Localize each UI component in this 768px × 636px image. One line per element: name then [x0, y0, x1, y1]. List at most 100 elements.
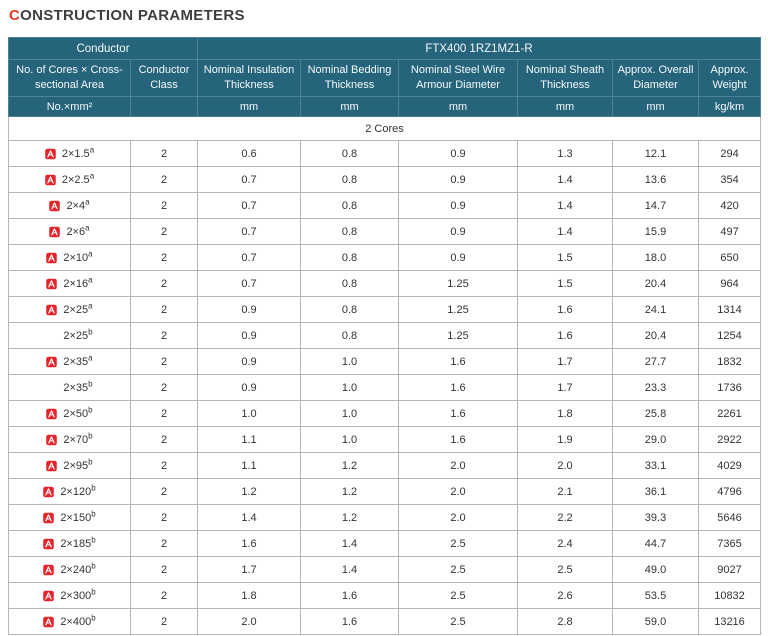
value-cell-conductor-class: 2 [130, 140, 198, 167]
pdf-icon[interactable] [46, 434, 58, 446]
pdf-icon[interactable] [49, 200, 61, 212]
table-row: 2×6a 2 0.7 0.8 0.9 1.4 15.9 497 [8, 218, 762, 245]
pdf-icon[interactable] [46, 408, 58, 420]
size-superscript: b [88, 404, 93, 414]
value-cell-overall-diameter: 53.5 [612, 582, 699, 609]
size-label[interactable]: 2×2.5a [62, 171, 94, 185]
pdf-icon[interactable] [46, 278, 58, 290]
value-cell-weight: 1736 [697, 374, 762, 401]
size-label[interactable]: 2×70b [63, 431, 92, 445]
value-cell-insulation: 2.0 [197, 608, 301, 635]
table-row: 2×4a 2 0.7 0.8 0.9 1.4 14.7 420 [8, 192, 762, 219]
page-title: CONSTRUCTION PARAMETERS [9, 7, 760, 24]
value-cell-insulation: 1.7 [197, 556, 301, 583]
value-cell-sheath: 1.4 [517, 218, 613, 245]
value-cell-sheath: 1.3 [517, 140, 613, 167]
value-cell-weight: 9027 [697, 556, 762, 583]
table-row: 2×25a 2 0.9 0.8 1.25 1.6 24.1 1314 [8, 296, 762, 323]
value-cell-bedding: 0.8 [300, 244, 399, 271]
size-cell: 2×50b [8, 400, 131, 427]
table-row: 2×2.5a 2 0.7 0.8 0.9 1.4 13.6 354 [8, 166, 762, 193]
size-cell: 2×1.5a [8, 140, 131, 167]
value-cell-weight: 5646 [697, 504, 762, 531]
pdf-icon[interactable] [45, 174, 56, 186]
size-text: 2×16 [63, 277, 89, 290]
pdf-icon[interactable] [43, 512, 55, 524]
value-cell-armour: 1.25 [398, 270, 518, 297]
value-cell-weight: 650 [697, 244, 762, 271]
table-row: 2×70b 2 1.1 1.0 1.6 1.9 29.0 2922 [8, 426, 762, 453]
size-label[interactable]: 2×1.5a [62, 145, 94, 159]
size-superscript: b [91, 612, 96, 622]
size-cell: 2×185b [8, 530, 131, 557]
value-cell-weight: 354 [697, 166, 762, 193]
table-row: 2×185b 2 1.6 1.4 2.5 2.4 44.7 7365 [8, 530, 762, 557]
table-row: 2×35a 2 0.9 1.0 1.6 1.7 27.7 1832 [8, 348, 762, 375]
pdf-icon[interactable] [46, 304, 58, 316]
pdf-icon[interactable] [46, 460, 58, 472]
pdf-icon[interactable] [46, 252, 58, 264]
size-label[interactable]: 2×120b [60, 483, 95, 498]
size-label[interactable]: 2×300b [60, 586, 96, 602]
pdf-icon[interactable] [43, 538, 55, 550]
table-body: 2 Cores 2×1.5a 2 0.6 0.8 [7, 116, 762, 635]
table-row: 2×50b 2 1.0 1.0 1.6 1.8 25.8 2261 [8, 400, 762, 427]
size-label[interactable]: 2×35a [63, 353, 92, 367]
size-text: 2×300 [60, 589, 92, 602]
value-cell-bedding: 1.2 [300, 452, 399, 479]
size-label[interactable]: 2×10a [63, 249, 92, 263]
value-cell-insulation: 1.8 [197, 582, 301, 609]
size-label[interactable]: 2×16a [63, 275, 92, 290]
group-header-product: FTX400 1RZ1MZ1-R [196, 37, 762, 60]
pdf-icon[interactable] [46, 356, 58, 368]
table-row: 2×1.5a 2 0.6 0.8 0.9 1.3 12.1 294 [8, 140, 762, 167]
size-label[interactable]: 2×50b [63, 404, 93, 419]
size-cell: 2×400b [8, 608, 131, 635]
value-cell-armour: 0.9 [398, 140, 518, 167]
value-cell-weight: 964 [697, 270, 762, 297]
value-cell-bedding: 1.0 [300, 400, 399, 427]
size-text: 2×120 [60, 485, 92, 498]
unit-cores-area: No.×mm² [8, 96, 131, 117]
size-label[interactable]: 2×185b [60, 535, 95, 550]
value-cell-armour: 1.25 [398, 322, 518, 349]
pdf-icon[interactable] [45, 148, 56, 160]
value-cell-weight: 7365 [697, 530, 762, 557]
size-label[interactable]: 2×400b [60, 612, 96, 627]
size-text: 2×185 [60, 537, 92, 550]
table-row: 2×400b 2 2.0 1.6 2.5 2.8 59.0 13216 [8, 608, 762, 635]
value-cell-bedding: 1.0 [300, 348, 399, 375]
size-cell: 2×95b [8, 452, 131, 479]
page-title-rest: ONSTRUCTION PARAMETERS [20, 7, 245, 24]
pdf-icon[interactable] [43, 616, 55, 628]
size-superscript: b [88, 456, 93, 466]
table-row: 2×240b 2 1.7 1.4 2.5 2.5 49.0 9027 [8, 556, 762, 583]
size-superscript: b [91, 586, 96, 596]
size-superscript: b [91, 560, 96, 570]
value-cell-armour: 2.5 [398, 556, 518, 583]
group-header-row: Conductor FTX400 1RZ1MZ1-R [8, 37, 762, 60]
size-cell: 2×10a [8, 244, 131, 271]
value-cell-armour: 1.6 [398, 400, 518, 427]
value-cell-armour: 0.9 [398, 244, 518, 271]
pdf-icon[interactable] [49, 226, 61, 238]
size-label[interactable]: 2×6a [66, 223, 89, 237]
size-label[interactable]: 2×150b [60, 509, 95, 523]
value-cell-sheath: 1.7 [517, 374, 613, 401]
pdf-icon[interactable] [43, 564, 55, 576]
size-label[interactable]: 2×4a [66, 197, 89, 211]
value-cell-weight: 13216 [697, 608, 762, 635]
size-text: 2×95 [63, 459, 89, 472]
size-label[interactable]: 2×25a [63, 301, 92, 315]
size-label[interactable]: 2×240b [60, 560, 96, 575]
table-row: 2×120b 2 1.2 1.2 2.0 2.1 36.1 4796 [8, 478, 762, 505]
value-cell-bedding: 0.8 [300, 140, 399, 167]
value-cell-insulation: 0.7 [197, 192, 301, 219]
value-cell-insulation: 0.7 [197, 270, 301, 297]
value-cell-conductor-class: 2 [130, 348, 198, 375]
value-cell-overall-diameter: 18.0 [612, 244, 699, 271]
pdf-icon[interactable] [43, 590, 55, 602]
pdf-icon[interactable] [43, 486, 55, 498]
value-cell-weight: 4029 [697, 452, 762, 479]
size-label[interactable]: 2×95b [63, 456, 93, 472]
